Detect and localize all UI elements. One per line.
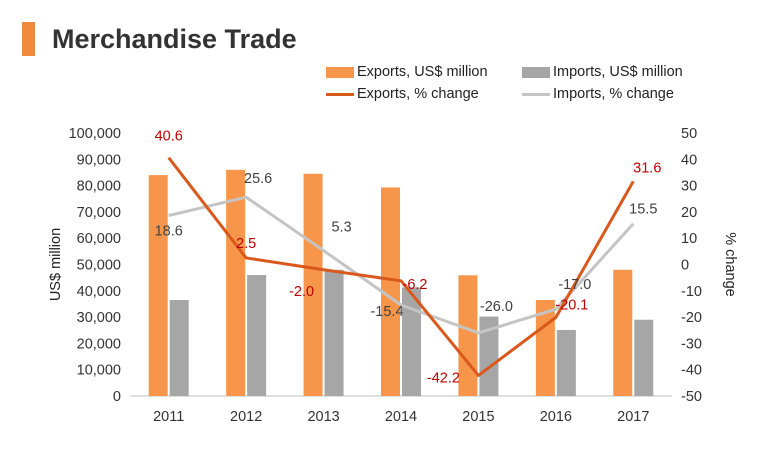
imports-pct-line [168, 195, 635, 335]
x-tick-label: 2015 [462, 409, 494, 425]
y2-tick-label: -30 [681, 336, 702, 352]
exports-bar [148, 175, 168, 396]
y2-axis-title: % change [722, 232, 738, 297]
y-tick-label: 10,000 [77, 363, 121, 379]
exports-pct-data-label: -42.2 [427, 370, 460, 386]
y-tick-label: 30,000 [77, 310, 121, 326]
y-tick-label: 90,000 [77, 152, 121, 168]
y2-tick-label: 50 [681, 126, 697, 142]
imports-bar [479, 316, 499, 396]
y2-tick-label: 40 [681, 152, 697, 168]
legend-swatch-imports-usd [522, 66, 550, 78]
legend-label-exports-usd: Exports, US$ million [357, 64, 488, 80]
x-tick-label: 2011 [153, 409, 184, 425]
legend-item-exports-usd: Exports, US$ million [326, 64, 488, 80]
imports-pct-data-label: 15.5 [629, 202, 657, 218]
y2-tick-label: -50 [681, 389, 702, 405]
y-axis-title: US$ million [48, 228, 64, 301]
x-tick-label: 2013 [307, 409, 339, 425]
x-tick-label: 2016 [540, 409, 572, 425]
y2-tick-label: 30 [681, 179, 697, 195]
exports-bar [303, 173, 323, 396]
y-tick-label: 60,000 [77, 231, 121, 247]
exports-pct-data-label: 2.5 [236, 236, 256, 252]
y-tick-label: 50,000 [77, 258, 121, 274]
exports-bar [226, 169, 246, 396]
legend-item-imports-pct: Imports, % change [522, 86, 674, 102]
imports-bar [556, 329, 576, 396]
x-tick-label: 2012 [230, 409, 262, 425]
y2-tick-label: -20 [681, 310, 702, 326]
imports-bar [634, 319, 654, 396]
exports-pct-data-label: -2.0 [289, 284, 314, 300]
imports-pct-data-label: 25.6 [244, 171, 272, 187]
legend-swatch-exports-usd [326, 66, 354, 78]
imports-bar [402, 287, 421, 396]
exports-pct-data-label: 40.6 [155, 129, 183, 145]
imports-pct-data-label: -15.4 [370, 304, 403, 320]
y-tick-label: 100,000 [69, 126, 121, 142]
legend-label-imports-pct: Imports, % change [553, 86, 674, 102]
x-tick-label: 2017 [617, 409, 649, 425]
legend-item-exports-pct: Exports, % change [326, 86, 479, 102]
exports-pct-data-label: -20.1 [555, 297, 588, 313]
legend-label-imports-usd: Imports, US$ million [553, 64, 683, 80]
y-tick-label: 0 [113, 389, 121, 405]
legend-swatch-imports-pct [522, 92, 550, 96]
x-tick-label: 2014 [385, 409, 417, 425]
imports-bar [324, 269, 344, 396]
exports-pct-data-label: 31.6 [633, 160, 661, 176]
imports-bar [247, 275, 267, 396]
title-accent-bar [22, 22, 35, 56]
y-tick-label: 70,000 [77, 205, 121, 221]
chart-legend: Exports, US$ million Imports, US$ millio… [326, 64, 746, 108]
page-title: Merchandise Trade [52, 24, 297, 54]
imports-pct-data-label: 5.3 [331, 220, 351, 236]
y-tick-label: 80,000 [77, 179, 121, 195]
y2-tick-label: 10 [681, 231, 697, 247]
exports-pct-data-label: -6.2 [403, 277, 428, 293]
imports-pct-data-label: 18.6 [155, 224, 183, 240]
y-tick-label: 20,000 [77, 336, 121, 352]
y2-tick-label: -40 [681, 363, 702, 379]
exports-bar [535, 300, 555, 396]
legend-swatch-exports-pct [326, 92, 354, 96]
y2-tick-label: 20 [681, 205, 697, 221]
legend-item-imports-usd: Imports, US$ million [522, 64, 683, 80]
exports-pct-line [167, 156, 635, 377]
exports-bar [613, 269, 633, 396]
y2-tick-label: -10 [681, 284, 702, 300]
exports-bar [458, 275, 478, 396]
exports-bar [381, 187, 400, 396]
y2-tick-label: 0 [681, 258, 689, 274]
imports-pct-data-label: -17.0 [558, 277, 591, 293]
imports-bar [169, 300, 189, 396]
y-tick-label: 40,000 [77, 284, 121, 300]
legend-label-exports-pct: Exports, % change [357, 86, 479, 102]
imports-pct-data-label: -26.0 [480, 299, 513, 315]
